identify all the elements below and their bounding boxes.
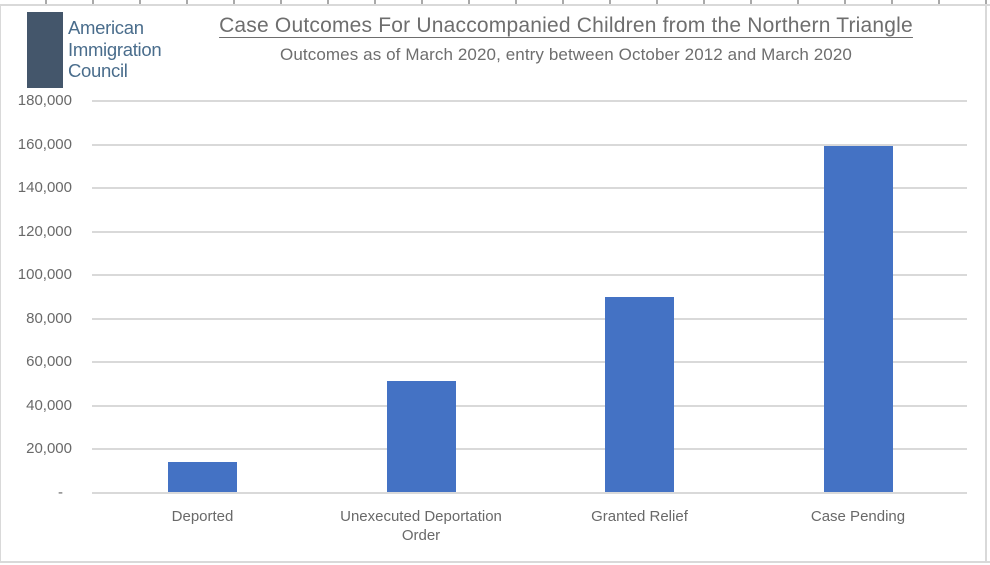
x-axis-category-label: Unexecuted Deportation Order [340,508,502,544]
aic-logo-square [27,12,63,88]
gridline-6 [92,231,967,233]
gridline-7 [92,187,967,189]
gridline-5 [92,274,967,276]
y-axis-tick-label: 20,000 [26,440,72,457]
sheet-column-ticks [0,0,990,4]
bar-deported [168,462,237,492]
y-axis-tick-label: 160,000 [17,136,72,153]
chart-header: Case Outcomes For Unaccompanied Children… [142,14,990,65]
gridline-0 [92,492,967,494]
x-axis-category-label: Granted Relief [591,508,688,525]
aic-logo: American Immigration Council [20,8,300,94]
gridline-8 [92,144,967,146]
y-axis-tick-label: 180,000 [17,92,72,109]
chart-border-left [0,4,1,563]
aic-logo-line2: Immigration [68,38,162,60]
y-axis-tick-label: 60,000 [26,353,72,370]
gridline-2 [92,405,967,407]
chart-title: Case Outcomes For Unaccompanied Children… [219,14,913,37]
aic-logo-text: American Immigration Council [68,17,162,82]
y-axis-tick-label: 140,000 [17,179,72,196]
y-axis-tick-label: - [58,484,63,501]
y-axis-tick-label: 80,000 [26,310,72,327]
aic-logo-line3: Council [68,60,128,81]
y-axis-tick-label: 40,000 [26,397,72,414]
gridline-3 [92,361,967,363]
bar-unexecuted-deportation-order [386,381,456,492]
chart-border-top [0,4,990,6]
gridline-1 [92,448,967,450]
gridline-4 [92,318,967,320]
bar-granted-relief [605,297,674,492]
gridline-9 [92,100,967,102]
aic-logo-line1: American [68,17,144,38]
y-axis-tick-label: 120,000 [17,223,72,240]
aic-logo-mark [20,12,63,89]
chart-border-bottom [0,561,990,563]
y-axis-tick-label: 100,000 [17,266,72,283]
bar-case-pending [823,146,893,492]
x-axis-category-label: Case Pending [810,508,906,525]
chart-subtitle: Outcomes as of March 2020, entry between… [280,45,852,64]
x-axis-category-label: Deported [171,508,234,525]
chart-border-right [985,4,987,563]
